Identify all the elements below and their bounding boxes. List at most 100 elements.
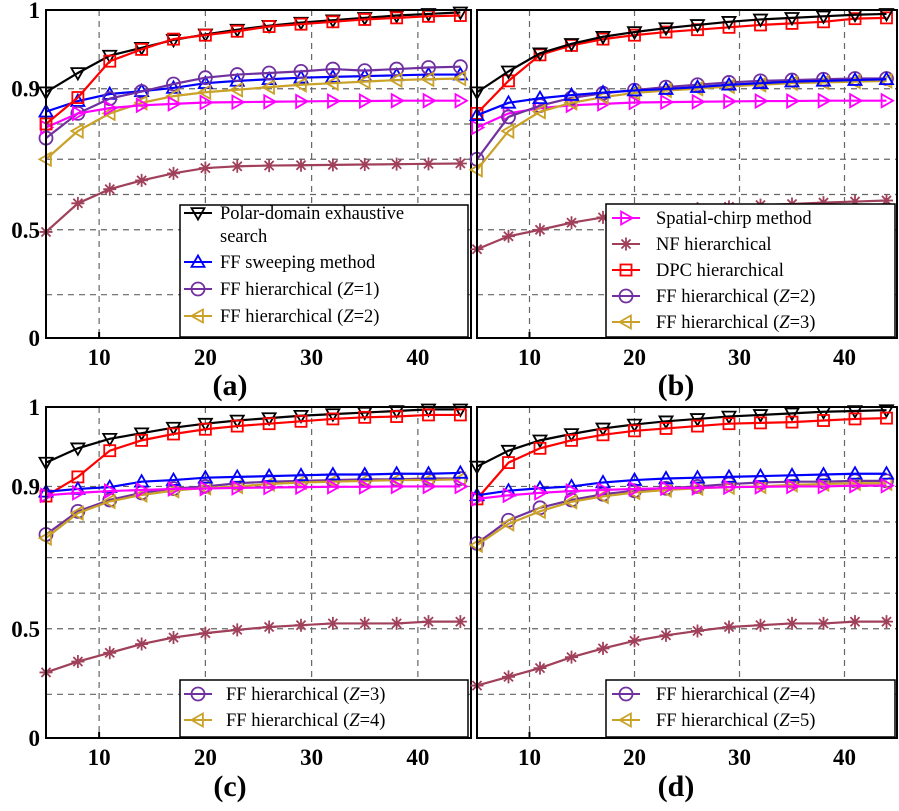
data-point <box>135 481 150 499</box>
data-point <box>420 472 435 489</box>
data-point <box>263 479 278 496</box>
legend-label: FF hierarchical (Z=5) <box>656 711 815 731</box>
data-point <box>294 17 308 31</box>
data-point <box>72 105 87 122</box>
data-point <box>198 28 212 42</box>
data-point <box>785 616 799 630</box>
data-point <box>295 479 310 496</box>
data-point <box>103 444 117 458</box>
data-point <box>324 473 339 490</box>
data-point <box>103 182 117 196</box>
y-tick-label: 1 <box>29 0 41 23</box>
data-point <box>502 74 515 88</box>
data-point <box>358 616 372 630</box>
legend-entry: FF hierarchical (Z=1) <box>184 280 379 300</box>
data-point <box>388 72 403 89</box>
data-point <box>422 615 435 629</box>
data-point <box>500 65 517 80</box>
data-point <box>628 28 641 42</box>
data-point <box>422 478 437 495</box>
data-point <box>752 467 769 482</box>
data-point <box>628 94 643 111</box>
data-point <box>880 92 895 109</box>
data-point <box>817 414 830 427</box>
data-point <box>848 615 862 629</box>
x-tick-label: 10 <box>88 345 111 370</box>
legend-box <box>605 679 896 738</box>
legend-label: Spatial-chirp method <box>656 209 812 229</box>
data-point <box>534 484 549 501</box>
legend-box <box>179 679 469 738</box>
data-point <box>167 95 182 112</box>
legend-marker <box>618 686 634 702</box>
data-point <box>594 474 612 489</box>
data-point <box>783 12 801 27</box>
series-line <box>45 65 461 139</box>
data-point <box>754 93 769 110</box>
data-point <box>628 424 641 438</box>
data-point <box>564 90 579 106</box>
data-point <box>421 60 436 75</box>
legend-entry: FF hierarchical (Z=5) <box>612 711 815 731</box>
data-point <box>358 13 372 26</box>
x-tick-label: 30 <box>300 745 323 770</box>
series-triangle-left-4 <box>468 72 893 178</box>
data-point <box>454 478 469 495</box>
data-point <box>167 480 182 497</box>
legend-label: NF hierarchical <box>656 235 772 255</box>
legend-label: FF hierarchical (Z=2) <box>220 307 379 327</box>
data-point <box>563 38 580 53</box>
data-point <box>230 419 244 433</box>
data-point <box>657 22 675 37</box>
data-point <box>229 468 246 483</box>
data-point <box>880 11 893 25</box>
data-point <box>324 408 341 423</box>
data-point <box>723 93 738 110</box>
data-point <box>596 428 610 442</box>
data-point <box>326 616 340 630</box>
data-point <box>657 470 675 485</box>
data-point <box>849 92 864 109</box>
data-point <box>657 80 675 95</box>
y-tick-label: 0.9 <box>11 474 40 499</box>
legend-entry: FF hierarchical (Z=4) <box>612 685 815 705</box>
panel-caption: (b) <box>658 369 695 402</box>
legend-entry: FF sweeping method <box>184 253 376 273</box>
data-point <box>358 93 374 110</box>
data-point <box>228 81 244 98</box>
data-point <box>501 109 516 125</box>
series-line <box>476 409 887 468</box>
series-line <box>476 472 887 497</box>
data-point <box>689 469 706 484</box>
data-point <box>594 30 612 46</box>
data-point <box>720 16 738 31</box>
data-point <box>390 478 405 495</box>
series-line <box>476 78 887 117</box>
data-point <box>262 20 276 33</box>
data-point <box>817 616 830 630</box>
data-point <box>783 467 801 482</box>
data-point <box>815 72 832 87</box>
data-point <box>720 76 738 91</box>
legend-entry: FF hierarchical (Z=2) <box>612 287 815 307</box>
data-point <box>135 42 149 56</box>
data-point <box>356 472 371 489</box>
data-point <box>500 444 517 460</box>
data-point <box>848 195 862 209</box>
legend-label: FF hierarchical (Z=4) <box>656 685 815 705</box>
data-point <box>533 661 547 675</box>
legend-marker <box>189 711 204 729</box>
data-point <box>263 93 278 110</box>
data-point <box>531 434 549 449</box>
data-point <box>783 407 801 422</box>
data-point <box>531 103 546 120</box>
series-line <box>45 471 461 493</box>
x-tick-label: 10 <box>518 745 541 770</box>
data-point <box>69 505 84 522</box>
legend-label: DPC hierarchical <box>656 261 784 281</box>
data-point <box>453 408 467 422</box>
data-point <box>71 196 85 210</box>
data-point <box>292 467 310 482</box>
data-point <box>230 24 244 38</box>
data-point <box>69 67 86 82</box>
